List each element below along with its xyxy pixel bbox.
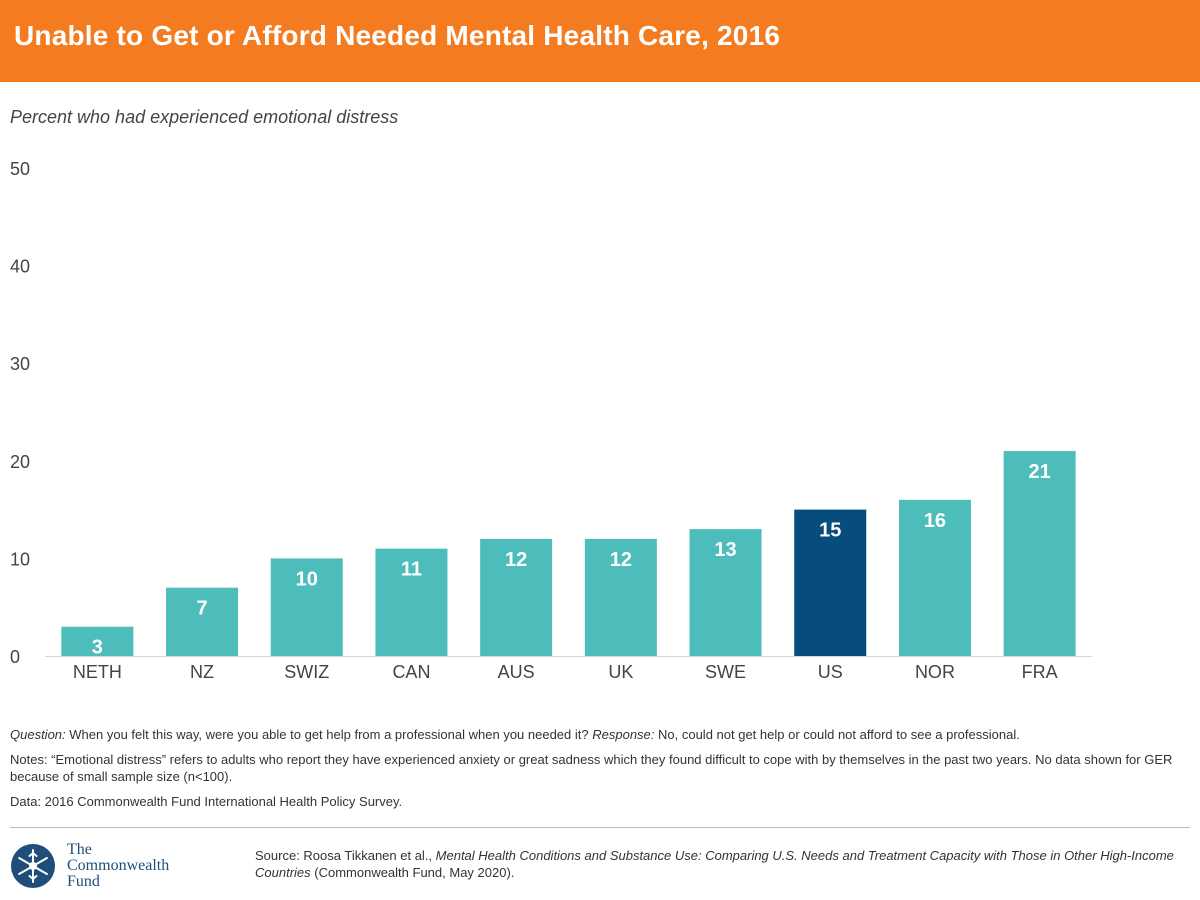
x-tick-label: NOR bbox=[915, 662, 955, 682]
y-axis-label: Percent who had experienced emotional di… bbox=[10, 107, 399, 127]
question-text: When you felt this way, were you able to… bbox=[65, 727, 593, 742]
bar bbox=[689, 529, 762, 656]
bar bbox=[584, 538, 657, 656]
data-label: 10 bbox=[296, 568, 318, 590]
logo-line: The bbox=[67, 841, 92, 858]
data-label: 13 bbox=[714, 539, 736, 561]
x-tick-label: UK bbox=[608, 662, 633, 682]
data-label: 7 bbox=[196, 598, 207, 620]
y-tick-label: 0 bbox=[10, 647, 20, 667]
bar bbox=[61, 626, 134, 656]
x-tick-label: SWE bbox=[705, 662, 746, 682]
y-tick-label: 50 bbox=[10, 159, 30, 179]
y-tick-label: 10 bbox=[10, 549, 30, 569]
x-tick-label: AUS bbox=[498, 662, 535, 682]
data-label: 12 bbox=[505, 549, 527, 571]
data-label: 21 bbox=[1029, 461, 1051, 483]
source-title: Mental Health Conditions and Substance U… bbox=[255, 848, 1174, 880]
bar bbox=[375, 548, 448, 656]
logo-line: Fund bbox=[67, 873, 100, 890]
response-text: No, could not get help or could not affo… bbox=[654, 727, 1020, 742]
y-tick-label: 30 bbox=[10, 354, 30, 374]
data-label: 15 bbox=[819, 520, 841, 542]
data-label: 16 bbox=[924, 510, 946, 532]
question-label: Question: bbox=[10, 727, 66, 742]
notes-block: Question: When you felt this way, were y… bbox=[10, 726, 1185, 818]
question-note: Question: When you felt this way, were y… bbox=[10, 726, 1185, 743]
title-banner: Unable to Get or Afford Needed Mental He… bbox=[0, 0, 1200, 82]
bar bbox=[898, 499, 971, 656]
data-label: 11 bbox=[401, 559, 422, 581]
snowflake-seal-icon bbox=[11, 844, 55, 888]
logo-line: Commonwealth bbox=[67, 857, 170, 874]
x-tick-label: FRA bbox=[1022, 662, 1058, 682]
bar bbox=[480, 538, 553, 656]
x-tick-label: US bbox=[818, 662, 843, 682]
bar-chart: 0 10 20 30 40 50 3 NETH 7 NZ 10 SWIZ 11 CAN 12 AUS 12 UK 1… bbox=[10, 159, 1092, 682]
data-label: 3 bbox=[92, 637, 103, 659]
chart-title: Unable to Get or Afford Needed Mental He… bbox=[14, 20, 781, 51]
x-tick-label: NETH bbox=[73, 662, 122, 682]
notes-text: Notes: “Emotional distress” refers to ad… bbox=[10, 752, 1173, 784]
bar bbox=[166, 587, 239, 656]
source-suffix: (Commonwealth Fund, May 2020). bbox=[310, 865, 515, 880]
x-tick-label: CAN bbox=[392, 662, 430, 682]
commonwealth-fund-logo: The Commonwealth Fund bbox=[10, 842, 169, 890]
logo-wordmark: The Commonwealth Fund bbox=[67, 842, 169, 890]
data-source-text: Data: 2016 Commonwealth Fund Internation… bbox=[10, 794, 403, 809]
x-tick-label: NZ bbox=[190, 662, 214, 682]
bar bbox=[794, 509, 867, 656]
footer-divider bbox=[10, 827, 1190, 828]
bar bbox=[270, 558, 343, 656]
data-label: 12 bbox=[610, 549, 632, 571]
y-tick-label: 40 bbox=[10, 257, 30, 277]
x-tick-label: SWIZ bbox=[284, 662, 329, 682]
bar bbox=[1003, 451, 1076, 656]
source-prefix: Source: Roosa Tikkanen et al., bbox=[255, 848, 436, 863]
response-label: Response: bbox=[592, 727, 655, 742]
source-citation: Source: Roosa Tikkanen et al., Mental He… bbox=[255, 847, 1185, 881]
y-tick-label: 20 bbox=[10, 452, 30, 472]
